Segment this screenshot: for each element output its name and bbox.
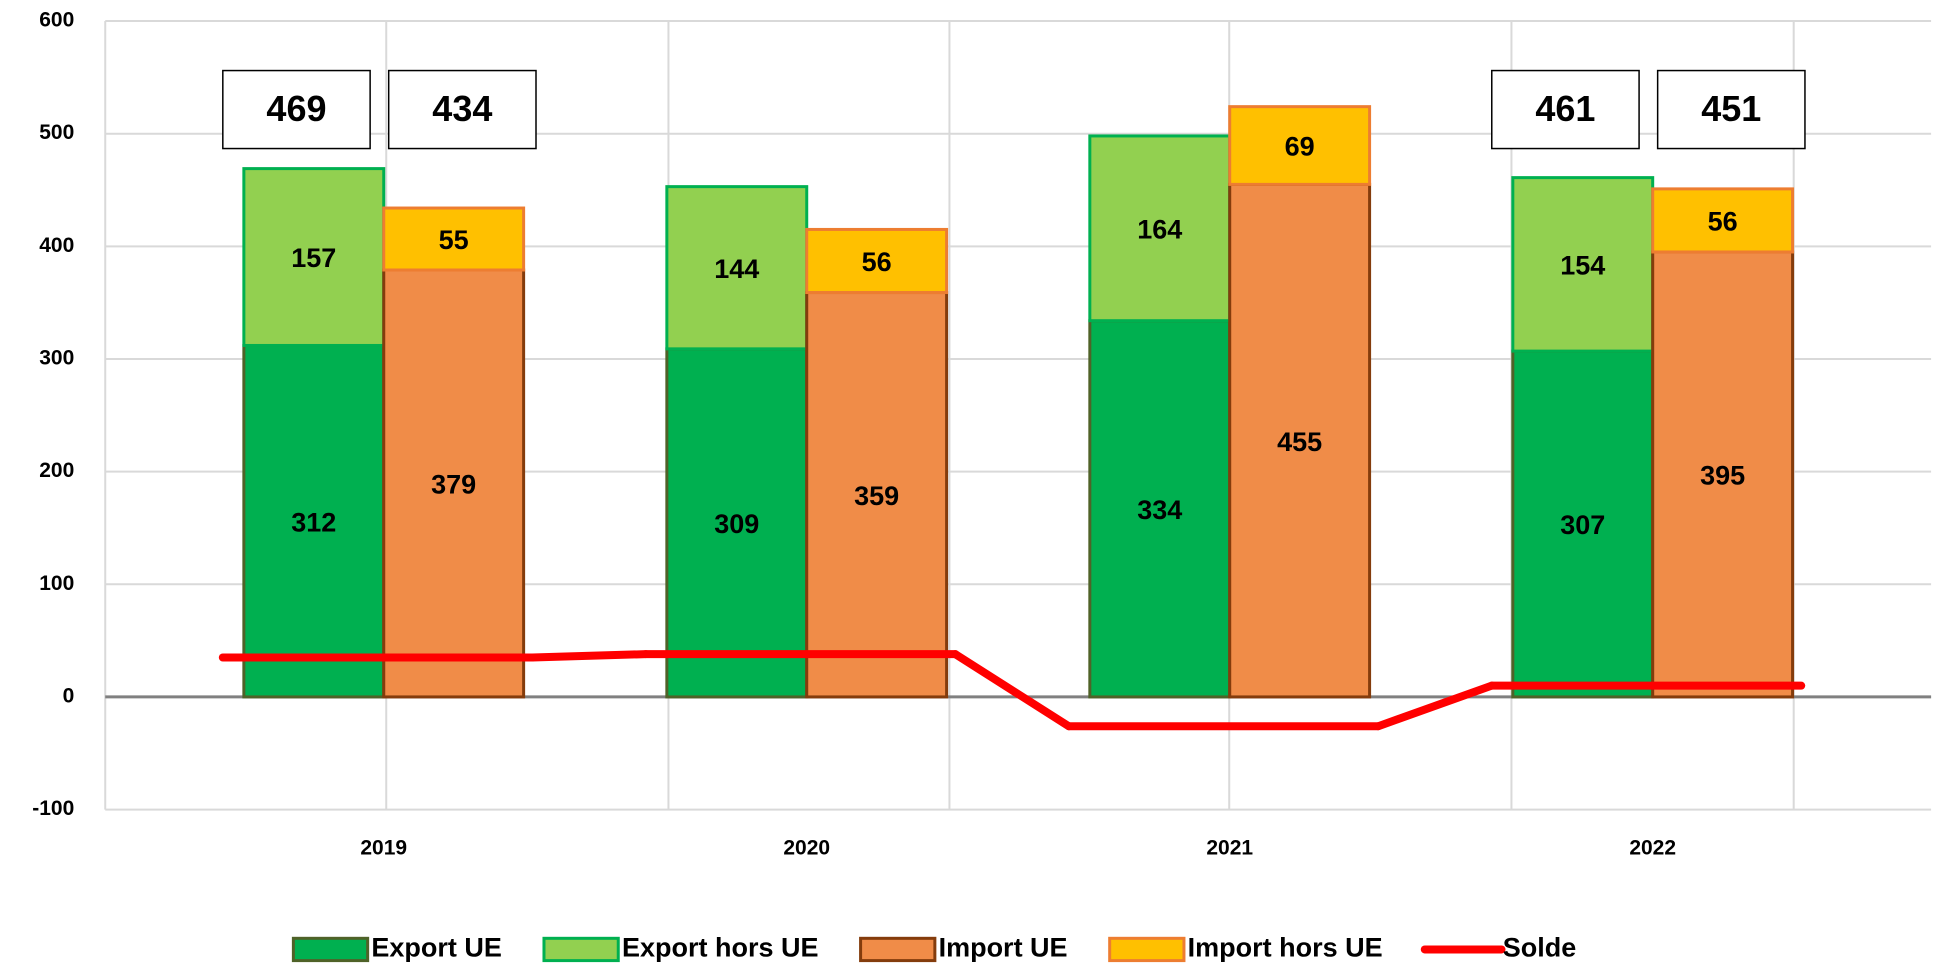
total-box [387,69,537,150]
legend-swatch [291,936,370,963]
x-tick-label: 2020 [783,837,830,860]
bar [665,347,809,699]
total-label: 469 [266,88,326,129]
total-label: 434 [432,88,492,129]
data-label: 309 [714,509,759,539]
total-box [1656,69,1806,150]
data-label: 154 [1560,250,1605,280]
bar [1651,250,1795,699]
data-label: 56 [1708,207,1738,237]
y-tick-label: -100 [32,797,74,820]
legend-label: Import hors UE [1188,933,1383,963]
bar [1511,176,1655,353]
data-label: 379 [431,470,476,500]
y-tick-label: 100 [39,572,74,595]
bar [382,206,526,272]
bar [665,185,809,351]
line-connector [528,650,650,662]
legend-label: Import UE [939,933,1068,963]
data-label: 455 [1277,427,1322,457]
total-box [1491,69,1640,150]
data-label: 157 [291,243,336,273]
x-tick-label: 2022 [1629,837,1676,860]
bar [242,343,386,699]
legend-swatch [859,936,937,963]
legend-swatch [1108,936,1186,963]
y-tick-label: 500 [39,121,74,144]
data-label: 334 [1137,495,1182,525]
data-label: 69 [1285,132,1315,162]
total-label: 451 [1701,88,1761,129]
data-label: 395 [1700,461,1745,491]
x-tick-label: 2021 [1206,837,1253,860]
data-label: 359 [854,481,899,511]
line-connector [1374,681,1496,731]
bar [382,268,526,699]
y-tick-label: 400 [39,234,74,257]
total-box [222,69,371,150]
legend-label: Export UE [371,933,502,963]
data-label: 164 [1137,214,1182,244]
total-label: 461 [1535,88,1595,129]
data-label: 56 [862,247,892,277]
data-label: 55 [439,225,469,255]
y-tick-label: 300 [39,347,74,370]
data-label: 312 [291,507,336,537]
legend-swatch [542,936,620,963]
bar [242,167,386,347]
line-connector [951,650,1073,731]
bar [1088,134,1232,323]
bar [1228,182,1372,699]
bar [1511,349,1655,699]
y-tick-label: 0 [63,684,75,707]
legend-label: Solde [1503,933,1577,963]
bar [1228,105,1372,186]
y-tick-label: 200 [39,459,74,482]
data-label: 144 [714,254,759,284]
legend-label: Export hors UE [622,933,819,963]
bar [1088,319,1232,699]
y-tick-label: 600 [39,9,74,32]
x-tick-label: 2019 [360,837,407,860]
bar [1651,187,1795,254]
bar [805,227,949,295]
data-label: 307 [1560,510,1605,540]
